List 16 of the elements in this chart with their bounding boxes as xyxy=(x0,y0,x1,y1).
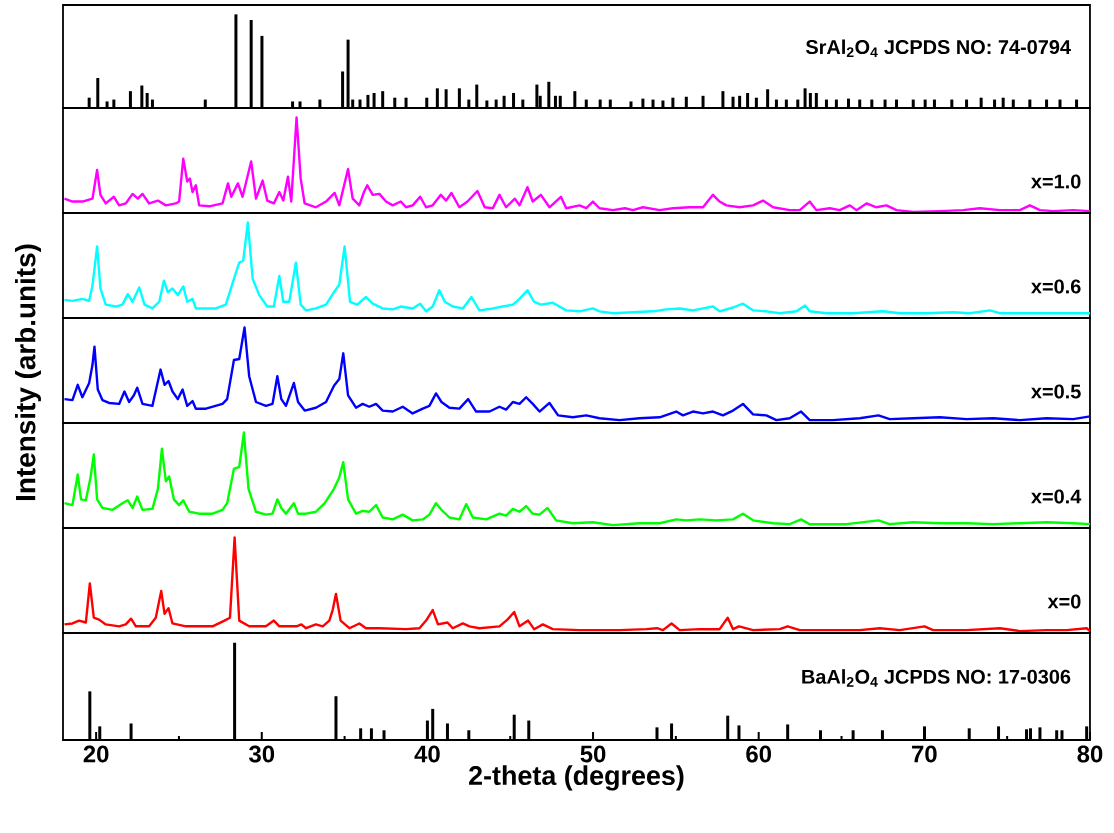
series-label: x=0 xyxy=(1047,594,1081,609)
x-tick-label: 50 xyxy=(580,745,606,763)
annotation: SrAl$_{2}$O$_{4}$ JCPDS NO: 74-0794 xyxy=(805,39,1071,58)
x-axis-title: 2-theta (degrees) xyxy=(469,765,684,791)
x-tick-label: 40 xyxy=(414,745,440,763)
series-label: x=1.0 xyxy=(1031,174,1081,189)
y-axis-title: Intensity (arb.units) xyxy=(15,244,41,501)
series-label: x=0.4 xyxy=(1031,489,1082,504)
x-tick-label: 60 xyxy=(746,745,771,763)
x-tick-label: 30 xyxy=(249,745,275,763)
x-tick-label: 20 xyxy=(83,745,109,763)
x-tick-label: 70 xyxy=(912,745,937,763)
series-label: x=0.6 xyxy=(1031,279,1081,294)
annotation: BaAl$_{2}$O$_{4}$ JCPDS NO: 17-0306 xyxy=(802,669,1071,687)
x-tick-label: 80 xyxy=(1077,745,1103,763)
series-label: x=0.5 xyxy=(1031,384,1081,399)
